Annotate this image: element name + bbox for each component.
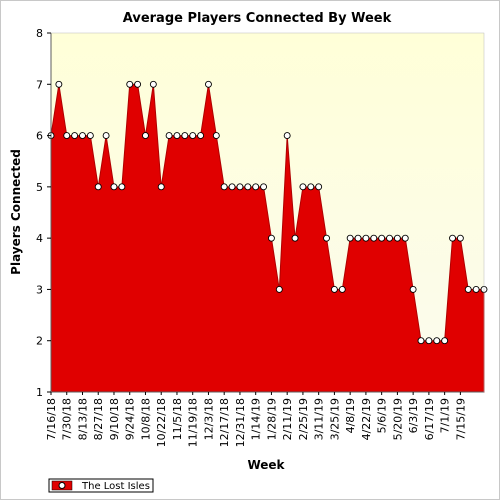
data-point	[79, 132, 86, 140]
y-tick-label: 5	[36, 181, 43, 194]
x-tick-label: 2/25/19	[297, 398, 310, 440]
data-point	[283, 132, 291, 140]
plot-border	[50, 32, 485, 393]
data-point	[409, 285, 417, 293]
data-point	[205, 80, 212, 88]
data-point	[134, 80, 142, 88]
data-point	[63, 132, 71, 140]
data-point	[393, 234, 401, 242]
x-tick-label: 1/28/19	[265, 398, 278, 440]
data-point	[212, 132, 220, 140]
x-tick-label: 8/27/18	[92, 398, 105, 440]
data-point	[346, 234, 354, 242]
x-tick-label: 7/30/18	[61, 398, 74, 440]
data-point	[110, 183, 118, 191]
data-point	[228, 183, 236, 191]
x-tick-label: 12/17/18	[218, 398, 231, 447]
y-tick-label: 7	[36, 78, 43, 91]
data-point	[157, 183, 165, 191]
data-point	[142, 132, 149, 140]
data-point	[386, 234, 393, 242]
y-tick-label: 3	[36, 283, 43, 296]
data-point	[118, 183, 126, 191]
data-point	[449, 234, 456, 242]
data-point	[189, 132, 197, 140]
legend-box	[48, 478, 154, 493]
data-point	[307, 183, 315, 191]
x-tick-label: 7/1/19	[439, 398, 452, 433]
data-point	[433, 337, 441, 345]
data-point	[299, 183, 307, 191]
data-point	[378, 234, 386, 242]
data-point	[464, 285, 472, 293]
data-point	[126, 80, 134, 88]
data-point	[401, 234, 409, 242]
y-tick-label: 8	[36, 27, 43, 40]
x-tick-label: 8/13/18	[76, 398, 89, 440]
legend: The Lost Isles	[48, 478, 154, 493]
x-tick-label: 3/11/19	[313, 398, 326, 440]
x-tick-label: 12/31/18	[234, 398, 247, 447]
data-point	[441, 337, 449, 345]
data-point	[291, 234, 299, 242]
data-point	[197, 132, 205, 140]
x-tick-label: 6/17/19	[423, 398, 436, 440]
x-tick-label: 10/8/18	[139, 398, 152, 440]
x-tick-label: 1/14/19	[250, 398, 263, 440]
x-tick-label: 11/5/18	[171, 398, 184, 440]
x-tick-label: 3/25/19	[328, 398, 341, 440]
data-point	[260, 183, 268, 191]
x-tick-label: 12/3/18	[202, 398, 215, 440]
x-tick-label: 4/8/19	[344, 398, 357, 433]
data-point	[71, 132, 79, 140]
data-point	[55, 80, 63, 88]
data-point	[456, 234, 464, 242]
x-tick-label: 4/22/19	[360, 398, 373, 440]
data-point	[220, 183, 228, 191]
legend-marker	[58, 482, 66, 489]
x-tick-label: 11/19/18	[187, 398, 200, 447]
data-point	[275, 285, 283, 293]
y-tick-label: 2	[36, 335, 43, 348]
data-point	[417, 337, 425, 345]
x-axis-label: Week	[247, 458, 285, 472]
x-tick-label: 7/15/19	[454, 398, 467, 440]
data-point	[323, 234, 330, 242]
x-tick-label: 10/22/18	[155, 398, 168, 447]
x-tick-label: 5/20/19	[391, 398, 404, 440]
x-tick-label: 9/24/18	[124, 398, 137, 440]
y-tick-label: 1	[36, 386, 43, 399]
data-point	[86, 132, 94, 140]
data-point	[315, 183, 323, 191]
data-point	[330, 285, 338, 293]
data-point	[236, 183, 244, 191]
data-point	[102, 132, 110, 140]
chart-title: Average Players Connected By Week	[123, 11, 392, 26]
data-point	[173, 132, 181, 140]
y-tick-label: 6	[36, 130, 43, 143]
x-tick-label: 7/16/18	[45, 398, 58, 440]
y-axis-label: Players Connected	[9, 149, 23, 275]
data-point	[354, 234, 362, 242]
x-tick-label: 9/10/18	[108, 398, 121, 440]
data-point	[252, 183, 260, 191]
data-point	[181, 132, 189, 140]
x-tick-label: 5/6/19	[376, 398, 389, 433]
data-point	[149, 80, 157, 88]
data-point	[267, 234, 275, 242]
data-point	[165, 132, 173, 140]
x-tick-label: 6/3/19	[407, 398, 420, 433]
x-tick-label: 2/11/19	[281, 398, 294, 440]
data-point	[94, 183, 102, 191]
data-point	[472, 285, 480, 293]
data-point	[244, 183, 252, 191]
data-point	[370, 234, 378, 242]
y-tick-label: 4	[36, 232, 43, 245]
data-point	[425, 337, 433, 345]
legend-label: The Lost Isles	[81, 481, 150, 492]
data-point	[338, 285, 346, 293]
data-point	[362, 234, 370, 242]
